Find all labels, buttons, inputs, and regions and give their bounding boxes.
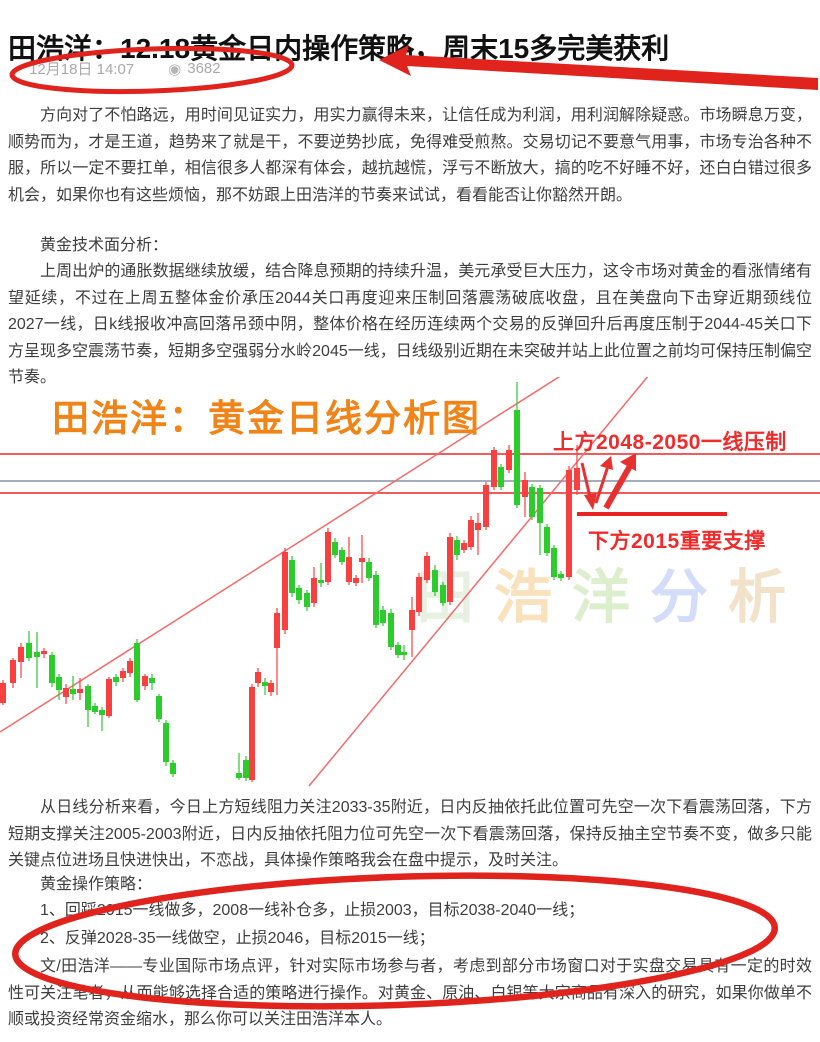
up-arrow-thick-shaft bbox=[603, 464, 633, 510]
article-meta: ◔ 12月18日 14:07 ◉ 3682 bbox=[14, 58, 221, 79]
strategy-line-1: 1、回踩2015一线做多，2008一线补仓多，止损2003，目标2038-204… bbox=[40, 902, 585, 919]
bounce-arrows bbox=[580, 453, 636, 510]
paragraph-intro: 方向对了不怕路远，用时间见证实力，用实力赢得未来，让信任成为利润，用利润解除疑惑… bbox=[8, 107, 812, 204]
paragraph-tech-analysis: 上周出炉的通胀数据继续放缓，结合降息预期的持续升温，美元承受巨大压力，这令市场对… bbox=[8, 263, 812, 386]
paragraph-daily-analysis: 从日线分析来看，今日上方短线阻力关注2033-35附近，日内反抽依托此位置可先空… bbox=[8, 799, 812, 869]
clock-icon: ◔ bbox=[14, 60, 24, 77]
up-arrow-thin-shaft bbox=[594, 465, 610, 504]
watermark-char: 洋 bbox=[572, 563, 631, 631]
paragraph-author-footer: 文/田浩洋——专业国际市场点评，针对实际市场参与者，考虑到部分市场窗口对于实盘交… bbox=[8, 958, 812, 1028]
view-count: 3682 bbox=[187, 60, 221, 77]
chart-watermark: 田浩洋分析 bbox=[416, 550, 806, 634]
watermark-char: 析 bbox=[728, 563, 787, 631]
strategy-line-2: 2、反弹2028-35一线做空，止损2046，目标2015一线； bbox=[40, 930, 435, 947]
paragraph-tech-heading: 黄金技术面分析： bbox=[40, 237, 169, 254]
resistance-annotation: 上方2048-2050一线压制 bbox=[553, 431, 787, 454]
paragraph-strategy-heading: 黄金操作策略： bbox=[40, 876, 153, 893]
views-wrap: ◉ 3682 bbox=[168, 60, 220, 78]
eye-icon: ◉ bbox=[168, 60, 182, 78]
watermark-char: 浩 bbox=[494, 563, 553, 631]
chart-title: 田浩洋：黄金日线分析图 bbox=[52, 396, 481, 440]
support-annotation: 下方2015重要支撑 bbox=[588, 530, 766, 553]
up-arrow-thin-head bbox=[600, 456, 613, 470]
down-arrow-head bbox=[584, 493, 597, 510]
watermark-char: 田 bbox=[416, 563, 475, 631]
down-arrow-shaft bbox=[580, 462, 592, 498]
watermark-char: 分 bbox=[650, 563, 709, 631]
publish-date: 12月18日 14:07 bbox=[29, 61, 135, 78]
